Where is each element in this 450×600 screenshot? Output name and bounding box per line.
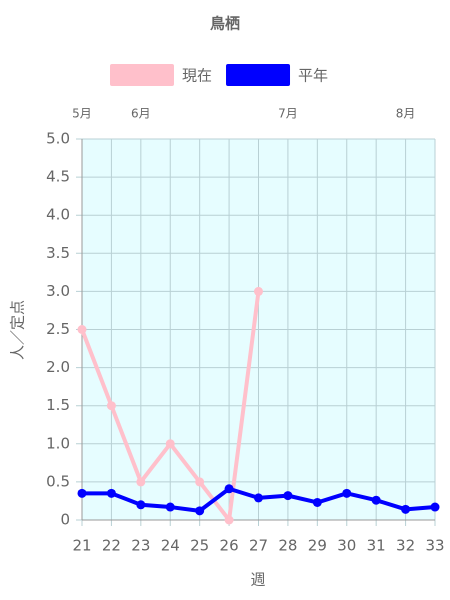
chart-title: 鳥栖	[210, 15, 240, 33]
legend-label: 現在	[182, 67, 212, 85]
legend-label: 平年	[298, 67, 328, 85]
data-point	[136, 500, 146, 510]
month-label: 7月	[278, 107, 298, 121]
data-point	[371, 495, 381, 505]
x-axis-label: 週	[250, 571, 265, 589]
y-tick-label: 1.5	[46, 396, 70, 414]
x-tick-label: 28	[278, 537, 297, 555]
y-tick-label: 0	[60, 511, 70, 529]
data-point	[342, 488, 352, 498]
x-tick-label: 31	[367, 537, 386, 555]
x-tick-label: 25	[190, 537, 209, 555]
y-tick-label: 4.0	[46, 206, 70, 224]
data-point	[136, 477, 146, 487]
x-tick-label: 33	[425, 537, 444, 555]
data-point	[106, 401, 116, 411]
y-tick-label: 5.0	[46, 130, 70, 148]
month-label: 6月	[131, 107, 151, 121]
data-point	[195, 477, 205, 487]
x-tick-label: 21	[72, 537, 91, 555]
data-point	[77, 488, 87, 498]
month-label: 5月	[72, 107, 92, 121]
x-tick-label: 23	[131, 537, 150, 555]
y-tick-label: 2.5	[46, 320, 70, 338]
data-point	[106, 488, 116, 498]
legend-swatch	[110, 64, 174, 86]
x-tick-label: 26	[220, 537, 239, 555]
y-tick-label: 1.0	[46, 434, 70, 452]
data-point	[401, 504, 411, 514]
data-point	[224, 515, 234, 525]
data-point	[312, 497, 322, 507]
x-tick-label: 29	[308, 537, 327, 555]
data-point	[254, 493, 263, 503]
y-tick-label: 4.5	[46, 168, 70, 186]
x-tick-label: 27	[249, 537, 268, 555]
data-point	[165, 439, 175, 449]
x-tick-label: 32	[396, 537, 415, 555]
data-point	[430, 502, 440, 512]
month-label: 8月	[396, 107, 416, 121]
y-axis-label: 人／定点	[9, 300, 27, 360]
y-tick-label: 2.0	[46, 358, 70, 376]
x-tick-label: 30	[337, 537, 356, 555]
y-tick-label: 0.5	[46, 472, 70, 490]
data-point	[195, 506, 205, 516]
x-tick-label: 24	[161, 537, 180, 555]
data-point	[224, 484, 234, 494]
y-tick-label: 3.5	[46, 244, 70, 262]
data-point	[283, 491, 293, 501]
y-tick-label: 3.0	[46, 282, 70, 300]
data-point	[165, 502, 175, 512]
x-tick-label: 22	[102, 537, 121, 555]
data-point	[77, 325, 87, 334]
legend-swatch	[226, 64, 291, 86]
data-point	[254, 286, 263, 296]
